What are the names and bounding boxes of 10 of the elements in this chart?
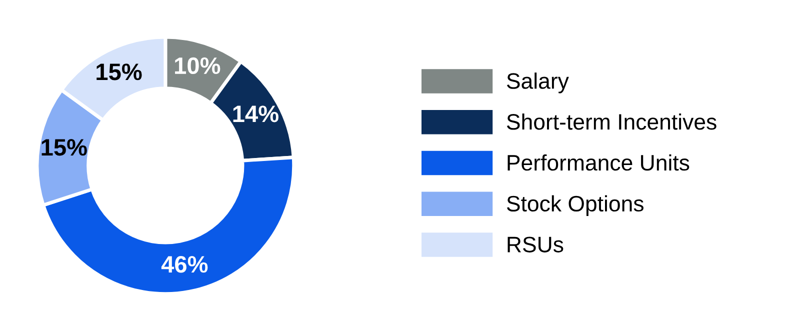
data-label: 14% xyxy=(233,106,278,122)
legend-label: RSUs xyxy=(508,236,564,252)
legend-label: Salary xyxy=(506,72,569,94)
legend-label: Performance Units xyxy=(508,154,690,171)
data-label: 15% xyxy=(96,64,142,80)
legend-label: Stock Options xyxy=(506,195,644,216)
data-label: 46% xyxy=(161,256,208,273)
data-label: 15% xyxy=(42,139,87,156)
data-label: 10% xyxy=(175,57,220,74)
legend-label: Short-term Incentives xyxy=(506,113,716,130)
